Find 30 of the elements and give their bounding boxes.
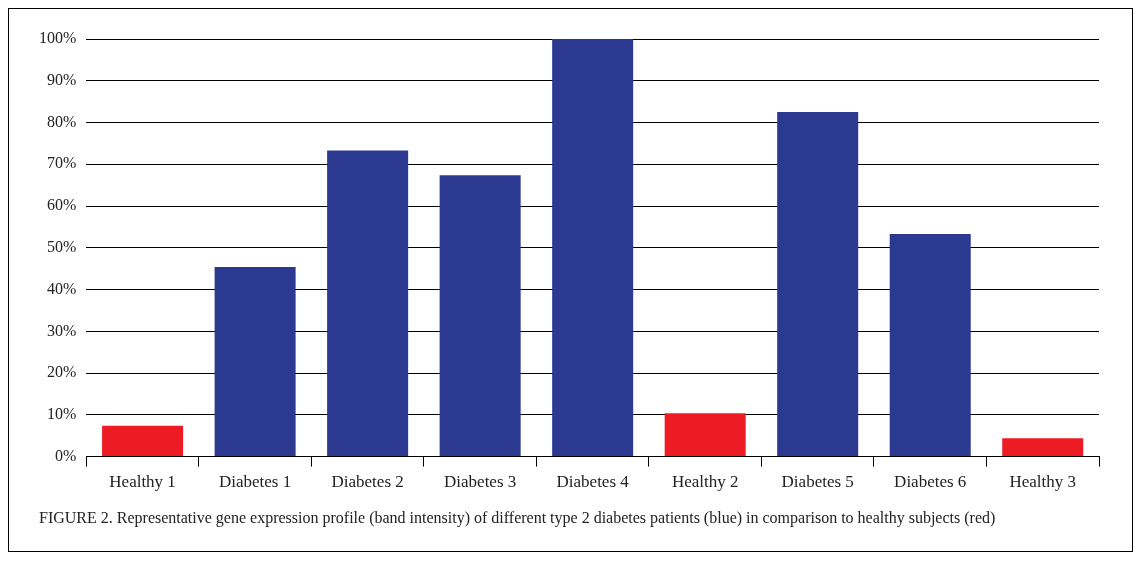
x-tick-label: Diabetes 4: [556, 472, 630, 492]
x-tick-label: Healthy 2: [671, 472, 739, 492]
bar: [327, 150, 409, 457]
bar: [102, 425, 184, 457]
x-tick-label: Diabetes 3: [444, 472, 517, 492]
y-tick-label: 20%: [47, 363, 77, 381]
y-tick-label: 0%: [55, 446, 77, 464]
bar: [664, 413, 746, 457]
x-tick-label: Healthy 1: [109, 472, 176, 492]
bar: [889, 234, 971, 457]
bar: [214, 267, 296, 457]
x-tick-label: Healthy 3: [1009, 472, 1077, 492]
bar: [1002, 438, 1084, 457]
y-tick-label: 50%: [47, 238, 77, 255]
y-tick-label: 100%: [39, 29, 77, 47]
y-tick-label: 40%: [47, 279, 77, 297]
y-tick-label: 90%: [47, 70, 77, 88]
x-tick-label: Diabetes 1: [218, 472, 292, 492]
y-tick-label: 80%: [47, 112, 77, 130]
caption: FIGURE 2. Representative gene expression profile (band intensity) of different type 2 diabetes patients (blue) in comparison to healthy subjects (red): [38, 509, 997, 529]
y-tick-label: 10%: [47, 405, 77, 423]
bar: [552, 39, 634, 457]
bar: [777, 112, 859, 457]
y-tick-label: 70%: [47, 154, 77, 172]
x-tick-label: Diabetes 5: [781, 472, 854, 492]
x-tick-label: Diabetes 6: [894, 472, 967, 492]
y-tick-label: 30%: [47, 321, 77, 339]
x-tick-label: Diabetes 2: [331, 472, 404, 492]
bar: [439, 175, 521, 457]
y-tick-label: 60%: [47, 196, 77, 214]
